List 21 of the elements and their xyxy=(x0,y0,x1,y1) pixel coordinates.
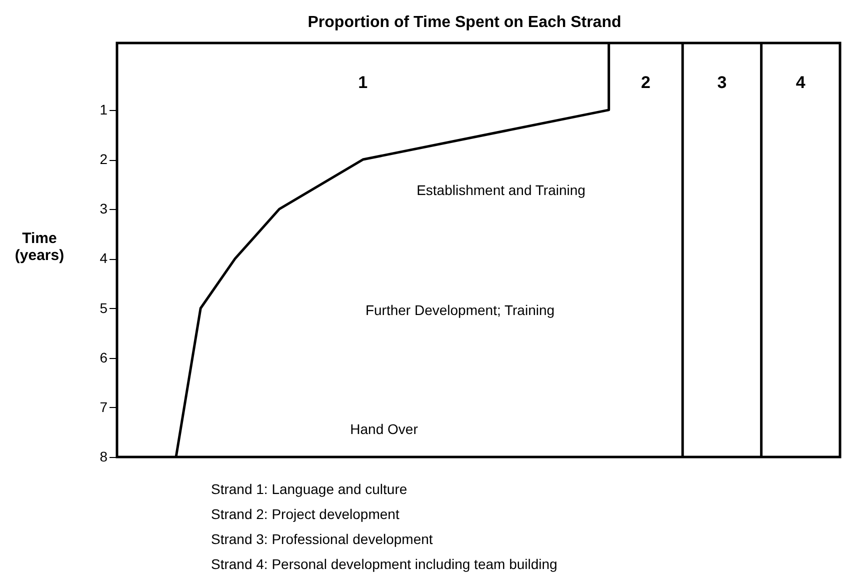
y-axis-title: Time (years) xyxy=(14,230,64,264)
text: Strand 3: Professional development xyxy=(211,531,433,547)
annotation: Further Development; Training xyxy=(365,302,555,318)
y-tick-label: 7 xyxy=(100,398,108,415)
text: 3 xyxy=(717,73,727,92)
text: 2 xyxy=(640,73,650,92)
y-tick-label: 8 xyxy=(100,448,108,464)
y-tick-label: 2 xyxy=(100,151,108,168)
chart-title: Proportion of Time Spent on Each Strand xyxy=(308,14,622,31)
text: 4 xyxy=(796,73,806,92)
y-tick-label: 3 xyxy=(100,200,108,217)
y-tick-label: 1 xyxy=(100,101,108,118)
y-tick-label: 6 xyxy=(100,349,108,366)
annotation: 1 xyxy=(358,73,368,92)
y-tick-label: 5 xyxy=(100,300,108,316)
text: Strand 2: Project development xyxy=(211,506,400,522)
annotation: Hand Over xyxy=(350,421,418,437)
y-tick-label: 4 xyxy=(100,250,108,266)
text: Strand 1: Language and culture xyxy=(211,481,408,497)
annotation: Establishment and Training xyxy=(416,182,586,198)
text: Strand 4: Personal development including team building xyxy=(211,556,558,572)
